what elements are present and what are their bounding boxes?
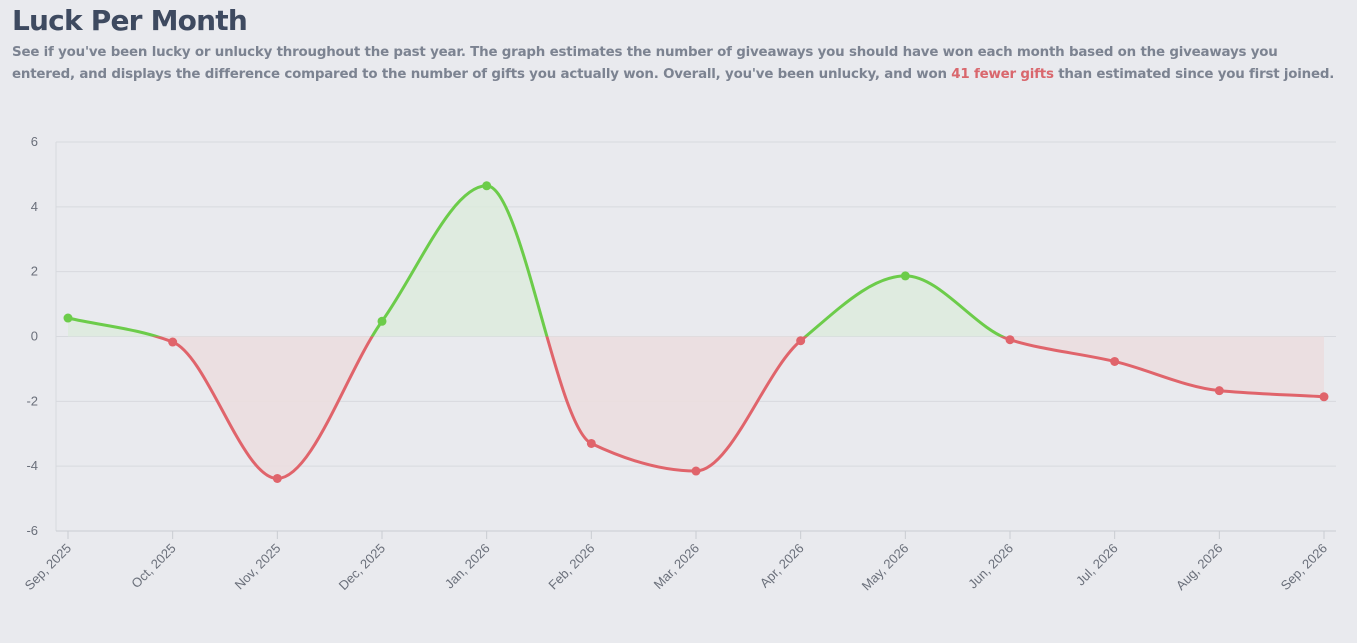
header: Luck Per Month See if you've been lucky … — [12, 2, 1342, 86]
data-point[interactable] — [168, 337, 178, 347]
x-tick-label: Mar, 2026 — [651, 541, 702, 592]
x-tick-label: Feb, 2026 — [545, 541, 597, 593]
x-tick-label: Apr, 2026 — [757, 541, 807, 591]
x-tick-label: Jun, 2026 — [965, 541, 1016, 592]
x-tick-label: Jul, 2026 — [1073, 541, 1121, 589]
page-description: See if you've been lucky or unlucky thro… — [12, 42, 1342, 86]
y-tick-label: 2 — [31, 264, 38, 279]
fewer-gifts-highlight: 41 fewer gifts — [951, 67, 1054, 82]
data-points — [63, 181, 1329, 483]
data-point[interactable] — [482, 181, 492, 191]
data-point[interactable] — [272, 473, 282, 483]
data-point[interactable] — [900, 271, 910, 281]
data-point[interactable] — [1110, 356, 1120, 366]
data-point[interactable] — [1319, 392, 1329, 402]
data-point[interactable] — [63, 313, 73, 323]
data-point[interactable] — [691, 466, 701, 476]
data-point[interactable] — [586, 438, 596, 448]
x-tick-label: Dec, 2025 — [336, 541, 389, 594]
x-tick-label: May, 2026 — [859, 541, 912, 594]
data-point[interactable] — [1005, 335, 1015, 345]
x-tick-label: Aug, 2026 — [1173, 541, 1226, 594]
page-title: Luck Per Month — [12, 4, 248, 37]
x-tick-label: Nov, 2025 — [232, 541, 284, 593]
negative-area — [68, 336, 1324, 479]
data-point[interactable] — [796, 336, 806, 346]
axes — [55, 142, 1336, 539]
x-tick-label: Oct, 2025 — [128, 541, 178, 591]
x-tick-label: Sep, 2025 — [22, 541, 75, 594]
x-tick-label: Jan, 2026 — [442, 541, 493, 592]
y-tick-label: -4 — [26, 458, 38, 473]
y-tick-label: -6 — [26, 523, 38, 538]
y-tick-label: 6 — [31, 134, 38, 149]
y-tick-label: -2 — [26, 393, 38, 408]
data-point[interactable] — [377, 316, 387, 326]
y-tick-label: 0 — [31, 329, 38, 344]
data-point[interactable] — [1214, 386, 1224, 396]
description-text: See if you've been lucky or unlucky thro… — [12, 45, 1278, 82]
description-text-end: than estimated since you first joined. — [1053, 67, 1335, 82]
x-tick-label: Sep, 2026 — [1278, 541, 1331, 594]
y-tick-label: 4 — [31, 199, 38, 214]
area-fills — [68, 185, 1324, 479]
